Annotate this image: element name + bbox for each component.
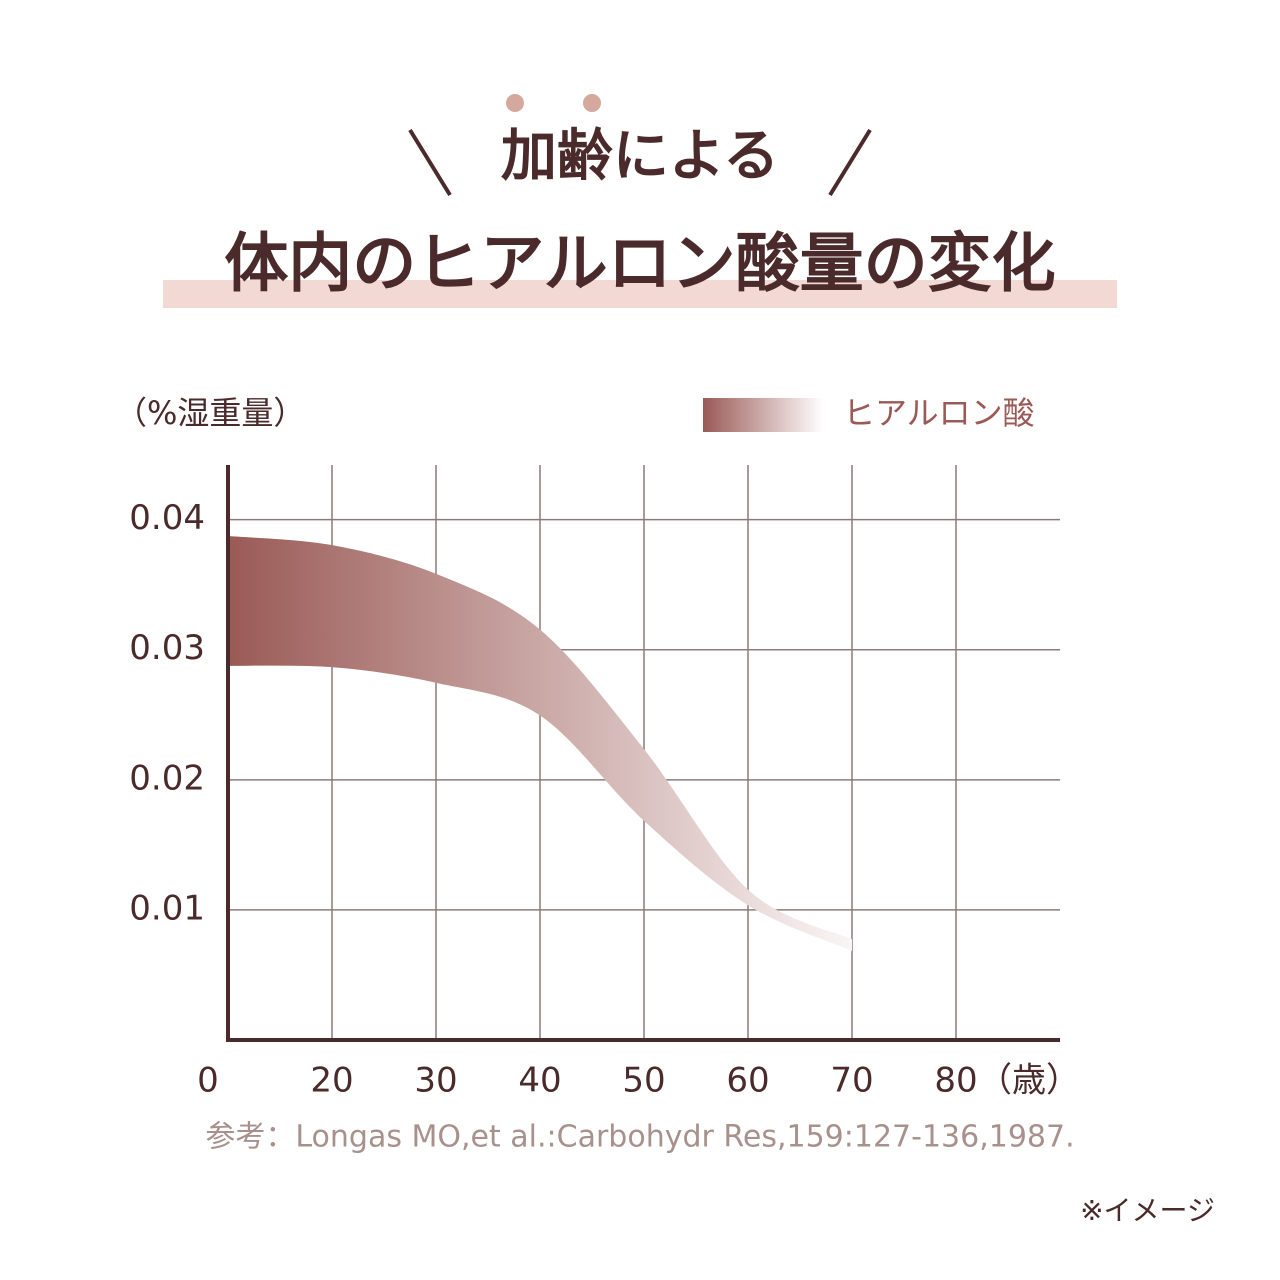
legend-label: ヒアルロン酸 <box>843 394 1035 432</box>
y-tick-label: 0.03 <box>129 628 205 668</box>
y-axis-label: （%湿重量） <box>115 394 305 432</box>
x-tick-label: 80 <box>934 1061 977 1101</box>
kicker: 加齢による <box>501 124 779 189</box>
x-axis-label: （歳） <box>978 1061 1080 1101</box>
note: ※イメージ <box>1080 1194 1215 1227</box>
y-tick-label: 0.01 <box>129 888 205 928</box>
x-tick-label: 0 <box>197 1061 219 1101</box>
deco-slash <box>828 128 872 197</box>
x-tick-label: 60 <box>726 1061 769 1101</box>
legend-swatch <box>703 398 823 432</box>
x-tick-label: 70 <box>830 1061 873 1101</box>
chart-title: 体内のヒアルロン酸量の変化 <box>224 228 1055 302</box>
x-tick-label: 20 <box>310 1061 353 1101</box>
x-tick-label: 40 <box>518 1061 561 1101</box>
deco-dot <box>583 94 601 112</box>
plot: 0.01 0.02 0.03 0.04 0 20 30 40 50 60 70 80 （歳） <box>129 465 1080 1101</box>
y-tick-label: 0.04 <box>129 498 205 538</box>
title-highlight <box>163 280 1117 308</box>
y-tick-label: 0.02 <box>129 758 205 798</box>
band-edge <box>227 664 853 951</box>
deco-dot <box>506 94 524 112</box>
deco-slash <box>408 128 452 197</box>
x-tick-label: 50 <box>622 1061 665 1101</box>
band-edge <box>227 536 853 941</box>
band-fill <box>228 536 852 951</box>
source: 参考：Longas MO,et al.:Carbohydr Res,159:12… <box>205 1120 1074 1155</box>
x-tick-label: 30 <box>414 1061 457 1101</box>
